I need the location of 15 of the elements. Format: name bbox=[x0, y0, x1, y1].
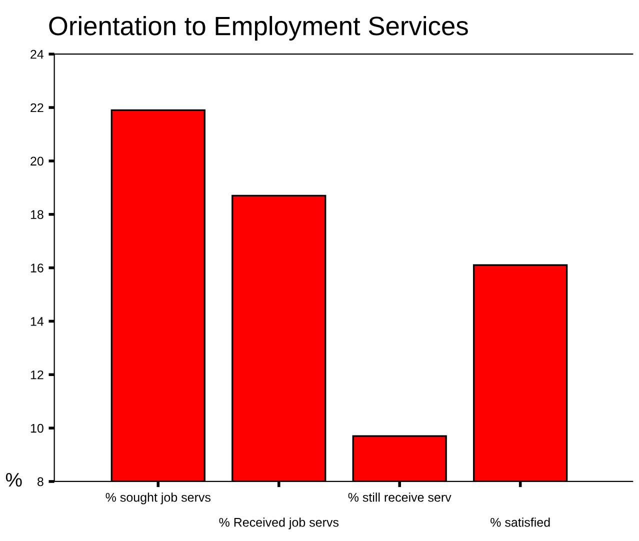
y-tick-label: 10 bbox=[30, 424, 44, 433]
y-tick-label: 22 bbox=[30, 103, 44, 112]
x-tick-label: % still receive serv bbox=[348, 492, 452, 502]
y-axis-title: % bbox=[6, 473, 22, 487]
chart-title: Orientation to Employment Services bbox=[49, 16, 468, 41]
y-tick-label: 24 bbox=[30, 50, 44, 59]
y-tick-label: 14 bbox=[30, 317, 44, 326]
y-tick-label: 16 bbox=[30, 264, 44, 272]
y-tick-label: 12 bbox=[30, 370, 44, 380]
y-tick-label: 18 bbox=[30, 210, 44, 220]
x-tick-label: % Received job servs bbox=[219, 518, 339, 530]
y-tick-label: 20 bbox=[30, 156, 44, 166]
x-tick-label: % sought job servs bbox=[106, 492, 210, 504]
x-tick-label: % satisfied bbox=[490, 518, 550, 527]
y-tick-label: 8 bbox=[37, 477, 44, 486]
